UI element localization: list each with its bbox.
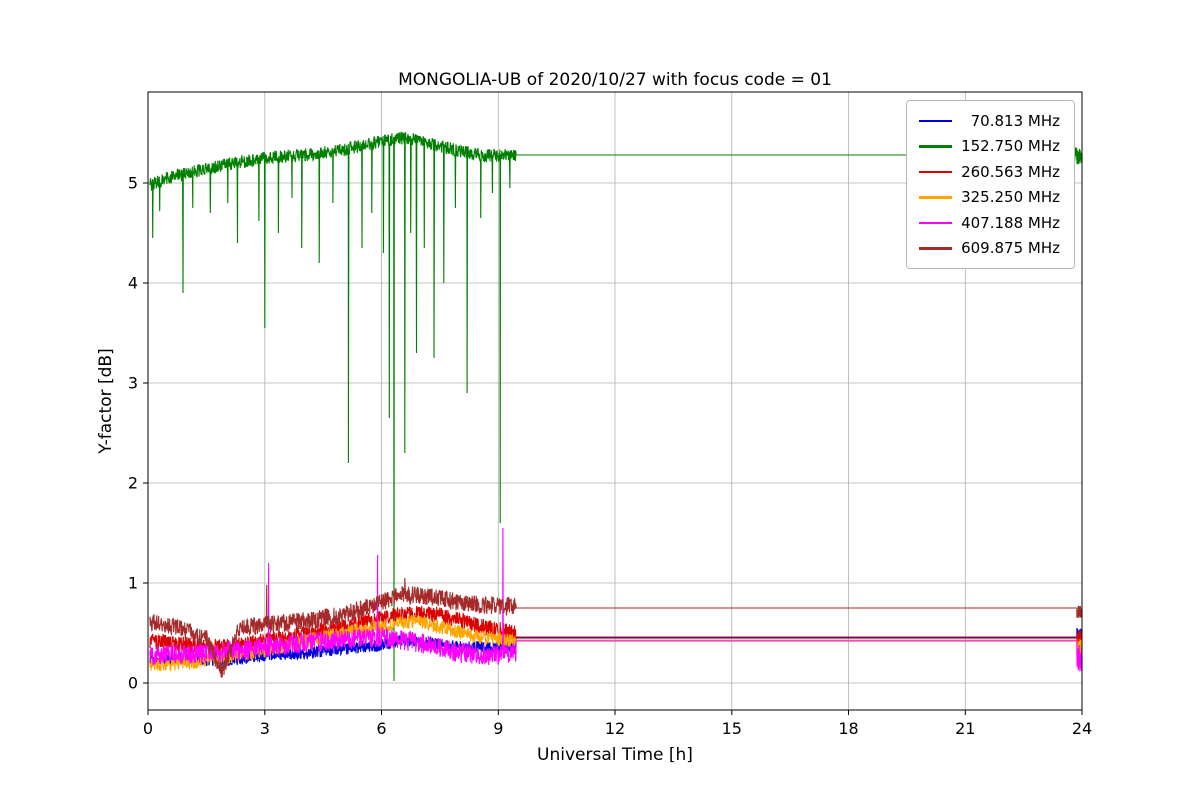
legend-line-swatch — [919, 221, 953, 224]
y-tick-label: 5 — [128, 174, 138, 193]
y-tick-label: 2 — [128, 474, 138, 493]
legend-label: 325.250 MHz — [961, 188, 1060, 207]
x-tick-label: 24 — [1072, 719, 1092, 738]
legend-label: 609.875 MHz — [961, 239, 1060, 258]
legend-entry: 407.188 MHz — [919, 210, 1060, 236]
series-line-152-750-mhz — [149, 131, 1083, 682]
x-tick-label: 9 — [493, 719, 503, 738]
legend-entry: 260.563 MHz — [919, 159, 1060, 185]
x-tick-label: 15 — [722, 719, 742, 738]
y-tick-label: 1 — [128, 574, 138, 593]
x-tick-label: 18 — [838, 719, 858, 738]
legend-label: 260.563 MHz — [961, 162, 1060, 181]
series-line-609-875-mhz — [149, 577, 1083, 679]
y-axis-label: Y-factor [dB] — [96, 348, 116, 454]
legend-entry: 152.750 MHz — [919, 134, 1060, 160]
legend: 70.813 MHz 152.750 MHz 260.563 MHz 325.250 … — [906, 100, 1075, 269]
legend-line-swatch — [919, 247, 953, 250]
legend-line-swatch — [919, 196, 953, 199]
y-tick-label: 4 — [128, 274, 138, 293]
x-tick-label: 3 — [260, 719, 270, 738]
x-tick-label: 12 — [605, 719, 625, 738]
legend-line-swatch — [919, 170, 953, 173]
legend-entry: 609.875 MHz — [919, 236, 1060, 262]
x-tick-label: 6 — [376, 719, 386, 738]
y-tick-label: 3 — [128, 374, 138, 393]
legend-entry: 70.813 MHz — [919, 108, 1060, 134]
legend-label: 407.188 MHz — [961, 213, 1060, 232]
chart-title: MONGOLIA-UB of 2020/10/27 with focus cod… — [398, 70, 832, 90]
legend-label: 152.750 MHz — [961, 137, 1060, 156]
legend-line-swatch — [919, 119, 953, 122]
x-tick-label: 21 — [955, 719, 975, 738]
y-tick-label: 0 — [128, 674, 138, 693]
x-axis-label: Universal Time [h] — [537, 745, 693, 765]
legend-entry: 325.250 MHz — [919, 185, 1060, 211]
legend-line-swatch — [919, 145, 953, 148]
legend-label: 70.813 MHz — [961, 111, 1060, 130]
x-tick-label: 0 — [143, 719, 153, 738]
